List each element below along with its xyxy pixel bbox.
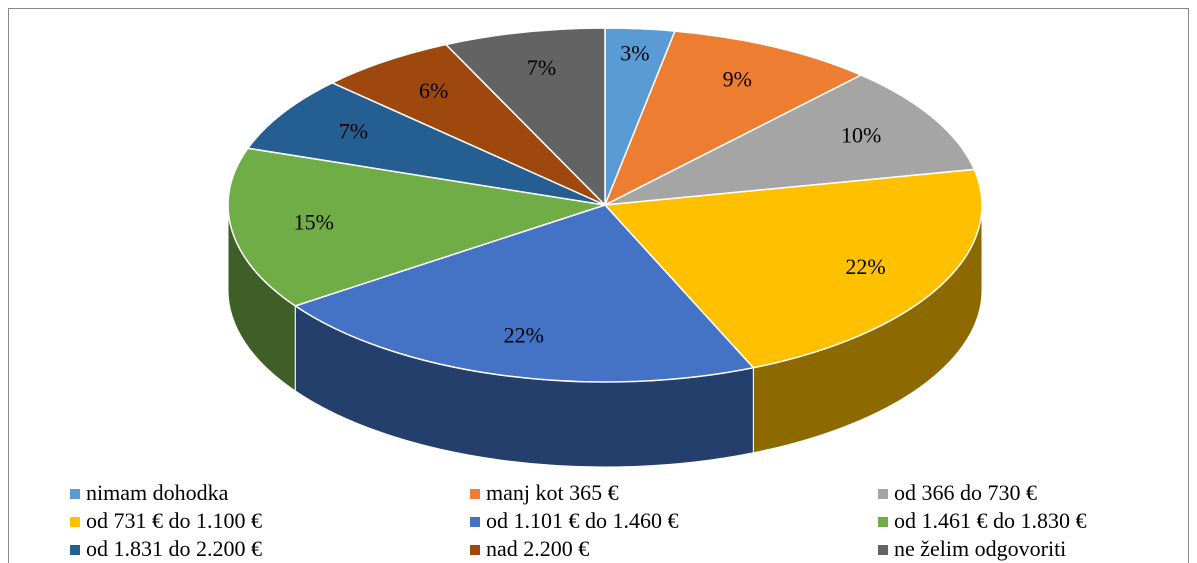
legend-label: od 1.461 € do 1.830 € <box>894 508 1087 533</box>
data-label: 22% <box>845 254 885 279</box>
slice <box>444 27 606 207</box>
slice <box>293 204 755 383</box>
legend-swatch <box>878 489 888 499</box>
legend-label: nimam dohodka <box>86 480 229 505</box>
data-label: 7% <box>527 55 556 80</box>
slice <box>246 81 606 206</box>
data-label: 3% <box>620 40 649 65</box>
legend-label: ne želim odgovoriti <box>894 536 1066 561</box>
slice <box>330 43 606 206</box>
legend-label: od 731 € do 1.100 € <box>86 508 262 533</box>
slice <box>604 74 976 206</box>
legend-swatch <box>70 489 80 499</box>
data-label: 10% <box>841 122 881 147</box>
legend-label: manj kot 365 € <box>486 480 619 505</box>
slice <box>603 30 863 207</box>
legend-label: od 1.831 do 2.200 € <box>86 536 262 561</box>
legend-label: nad 2.200 € <box>486 536 589 561</box>
legend-swatch <box>878 517 888 527</box>
legend-swatch <box>70 517 80 527</box>
legend-swatch <box>470 489 480 499</box>
legend-swatch <box>470 545 480 555</box>
data-label: 6% <box>419 78 448 103</box>
data-label: 9% <box>723 67 752 92</box>
data-label: 22% <box>504 323 544 348</box>
slice <box>603 168 983 369</box>
legend-swatch <box>878 545 888 555</box>
legend-label: od 366 do 730 € <box>894 480 1037 505</box>
data-label: 7% <box>339 119 368 144</box>
legend-swatch <box>470 517 480 527</box>
legend-label: od 1.101 € do 1.460 € <box>486 508 679 533</box>
slice <box>227 147 606 307</box>
data-label: 15% <box>294 209 334 234</box>
legend-swatch <box>70 545 80 555</box>
